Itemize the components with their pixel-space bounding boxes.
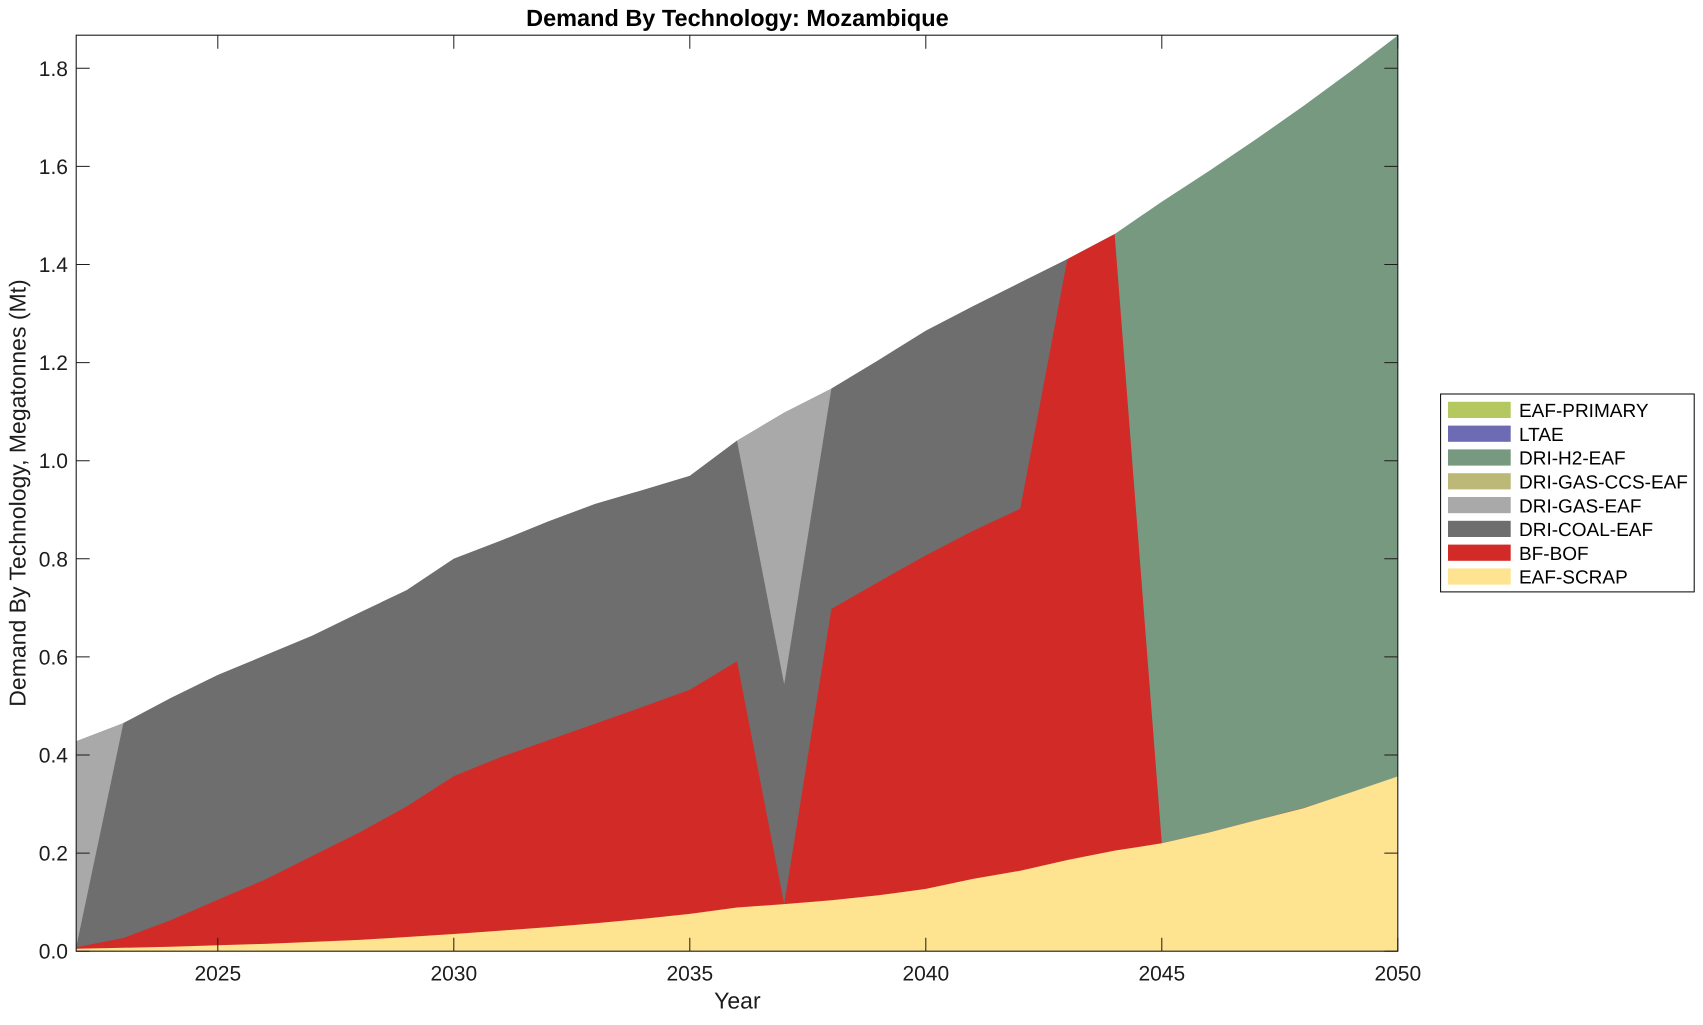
svg-text:2025: 2025 [194, 963, 241, 986]
svg-text:DRI-GAS-CCS-EAF: DRI-GAS-CCS-EAF [1519, 473, 1688, 494]
svg-text:0.0: 0.0 [39, 941, 68, 964]
svg-text:1.4: 1.4 [39, 254, 69, 277]
svg-text:DRI-H2-EAF: DRI-H2-EAF [1519, 449, 1626, 470]
svg-text:Demand By Technology: Mozambiq: Demand By Technology: Mozambique [526, 5, 949, 31]
svg-text:0.6: 0.6 [39, 646, 68, 669]
svg-text:2030: 2030 [430, 963, 477, 986]
svg-text:1.6: 1.6 [39, 156, 68, 179]
svg-text:DRI-COAL-EAF: DRI-COAL-EAF [1519, 520, 1653, 541]
svg-text:1.8: 1.8 [39, 58, 68, 81]
svg-text:EAF-PRIMARY: EAF-PRIMARY [1519, 401, 1649, 422]
svg-text:2050: 2050 [1374, 963, 1421, 986]
svg-text:0.4: 0.4 [39, 745, 69, 768]
svg-text:BF-BOF: BF-BOF [1519, 544, 1589, 565]
svg-text:1.0: 1.0 [39, 450, 68, 473]
svg-text:2040: 2040 [902, 963, 949, 986]
svg-text:0.2: 0.2 [39, 843, 68, 866]
svg-text:LTAE: LTAE [1519, 425, 1564, 446]
svg-text:0.8: 0.8 [39, 548, 68, 571]
svg-text:1.2: 1.2 [39, 352, 68, 375]
svg-text:2035: 2035 [666, 963, 713, 986]
svg-text:2045: 2045 [1138, 963, 1185, 986]
svg-text:EAF-SCRAP: EAF-SCRAP [1519, 568, 1628, 589]
svg-text:Demand By Technology, Megatonn: Demand By Technology, Megatonnes (Mt) [5, 279, 31, 706]
svg-text:DRI-GAS-EAF: DRI-GAS-EAF [1519, 496, 1641, 517]
svg-text:Year: Year [714, 988, 761, 1014]
